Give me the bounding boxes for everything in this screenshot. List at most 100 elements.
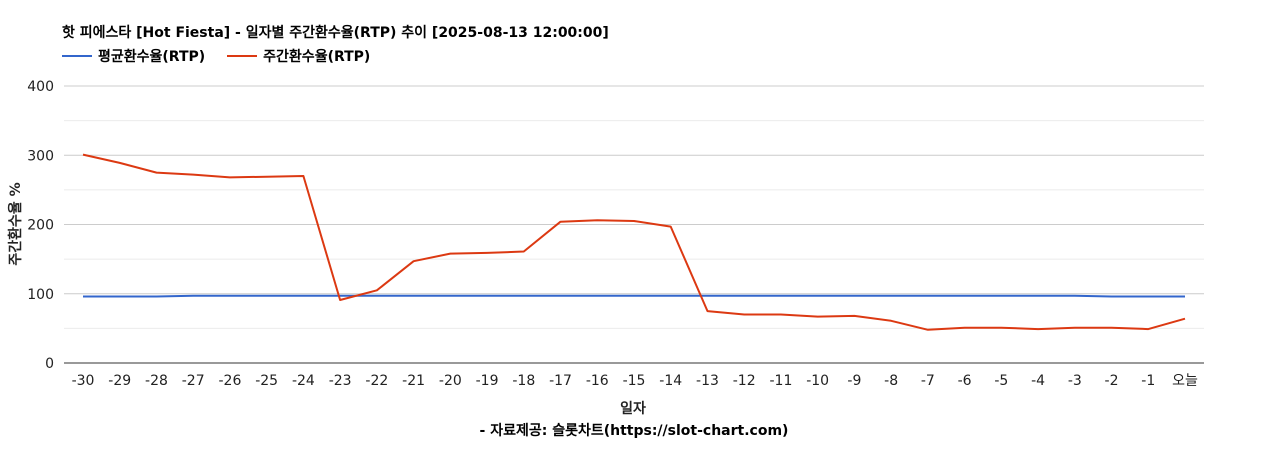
data-point[interactable]: [666, 222, 676, 232]
x-tick-label: -30: [72, 373, 95, 389]
legend: 평균환수율(RTP) 주간환수율(RTP): [62, 46, 370, 66]
x-tick-label: -2: [1105, 373, 1119, 389]
data-point[interactable]: [188, 291, 198, 301]
data-point[interactable]: [1143, 324, 1153, 334]
data-point[interactable]: [1070, 291, 1080, 301]
data-point[interactable]: [1107, 323, 1117, 333]
data-point[interactable]: [1107, 292, 1117, 302]
x-tick-label: -4: [1031, 373, 1045, 389]
data-point[interactable]: [1180, 292, 1190, 302]
data-point[interactable]: [1070, 323, 1080, 333]
data-point[interactable]: [923, 325, 933, 335]
x-tick-label: -18: [512, 373, 535, 389]
data-point[interactable]: [960, 323, 970, 333]
y-tick-label: 300: [27, 148, 54, 164]
data-point[interactable]: [1180, 314, 1190, 324]
x-axis-title: 일자: [620, 401, 646, 417]
x-tick-label: -26: [218, 373, 241, 389]
x-tick-label: -7: [921, 373, 935, 389]
data-point[interactable]: [996, 323, 1006, 333]
y-tick-label: 400: [27, 79, 54, 95]
data-point[interactable]: [666, 291, 676, 301]
data-point[interactable]: [262, 291, 272, 301]
data-point[interactable]: [151, 168, 161, 178]
x-tick-label: -25: [255, 373, 278, 389]
x-tick-label: -11: [769, 373, 792, 389]
y-tick-labels: 0 100 200 300 400: [27, 79, 54, 372]
data-point[interactable]: [556, 291, 566, 301]
x-tick-label: 오늘: [1172, 373, 1198, 389]
x-tick-label: -21: [402, 373, 425, 389]
data-point[interactable]: [78, 292, 88, 302]
x-tick-label: -3: [1068, 373, 1082, 389]
data-point[interactable]: [482, 248, 492, 258]
series-line-weekly-rtp[interactable]: [82, 153, 1186, 331]
legend-swatch-weekly: [227, 55, 258, 57]
x-tick-label: -14: [659, 373, 682, 389]
data-point[interactable]: [409, 256, 419, 266]
data-point[interactable]: [1033, 291, 1043, 301]
data-point[interactable]: [776, 310, 786, 320]
chart-title: 핫 피에스타 [Hot Fiesta] - 일자별 주간환수율(RTP) 추이 …: [62, 25, 609, 41]
data-point[interactable]: [445, 291, 455, 301]
data-point[interactable]: [115, 158, 125, 168]
data-point[interactable]: [813, 312, 823, 322]
data-point[interactable]: [1143, 292, 1153, 302]
data-point[interactable]: [629, 291, 639, 301]
data-point[interactable]: [702, 291, 712, 301]
data-point[interactable]: [78, 150, 88, 160]
data-point[interactable]: [298, 291, 308, 301]
data-point[interactable]: [960, 291, 970, 301]
y-tick-label: 200: [27, 218, 54, 234]
data-point[interactable]: [1033, 324, 1043, 334]
data-point[interactable]: [225, 172, 235, 182]
data-point[interactable]: [556, 217, 566, 227]
legend-item-average-rtp[interactable]: 평균환수율(RTP): [62, 46, 205, 66]
x-tick-label: -29: [108, 373, 131, 389]
data-point[interactable]: [776, 291, 786, 301]
x-tick-label: -22: [365, 373, 388, 389]
data-point[interactable]: [886, 291, 896, 301]
data-point[interactable]: [188, 170, 198, 180]
data-point[interactable]: [739, 310, 749, 320]
x-tick-label: -1: [1141, 373, 1155, 389]
data-point[interactable]: [923, 291, 933, 301]
x-tick-label: -5: [994, 373, 1008, 389]
legend-item-weekly-rtp[interactable]: 주간환수율(RTP): [227, 46, 370, 66]
y-tick-label: 100: [27, 287, 54, 303]
y-axis-title: 주간환수율 %: [7, 182, 24, 265]
data-point[interactable]: [849, 311, 859, 321]
legend-label-average: 평균환수율(RTP): [98, 49, 206, 65]
data-point[interactable]: [592, 215, 602, 225]
data-point[interactable]: [886, 316, 896, 326]
data-point[interactable]: [849, 291, 859, 301]
x-tick-label: -20: [439, 373, 462, 389]
data-point[interactable]: [298, 171, 308, 181]
x-tick-label: -12: [733, 373, 756, 389]
data-point[interactable]: [592, 291, 602, 301]
data-point[interactable]: [813, 291, 823, 301]
x-tick-label: -17: [549, 373, 572, 389]
data-point[interactable]: [115, 292, 125, 302]
data-point[interactable]: [335, 295, 345, 305]
data-point[interactable]: [445, 249, 455, 259]
data-point[interactable]: [482, 291, 492, 301]
data-point[interactable]: [262, 172, 272, 182]
legend-swatch-average: [62, 55, 92, 57]
data-point[interactable]: [629, 216, 639, 226]
data-point[interactable]: [702, 306, 712, 316]
x-tick-label: -24: [292, 373, 315, 389]
series-line-average-rtp[interactable]: [83, 294, 1185, 298]
data-point[interactable]: [409, 291, 419, 301]
data-point[interactable]: [739, 291, 749, 301]
y-tick-label: 0: [45, 356, 54, 372]
data-point[interactable]: [519, 291, 529, 301]
x-tick-labels: -30 -29 -28 -27 -26 -25 -24 -23 -22 -21 -20 -19 -18-…: [72, 373, 1198, 389]
data-point[interactable]: [225, 291, 235, 301]
data-point[interactable]: [151, 292, 161, 302]
data-point[interactable]: [996, 291, 1006, 301]
x-tick-label: -6: [958, 373, 972, 389]
data-point[interactable]: [519, 247, 529, 257]
data-point[interactable]: [372, 285, 382, 295]
